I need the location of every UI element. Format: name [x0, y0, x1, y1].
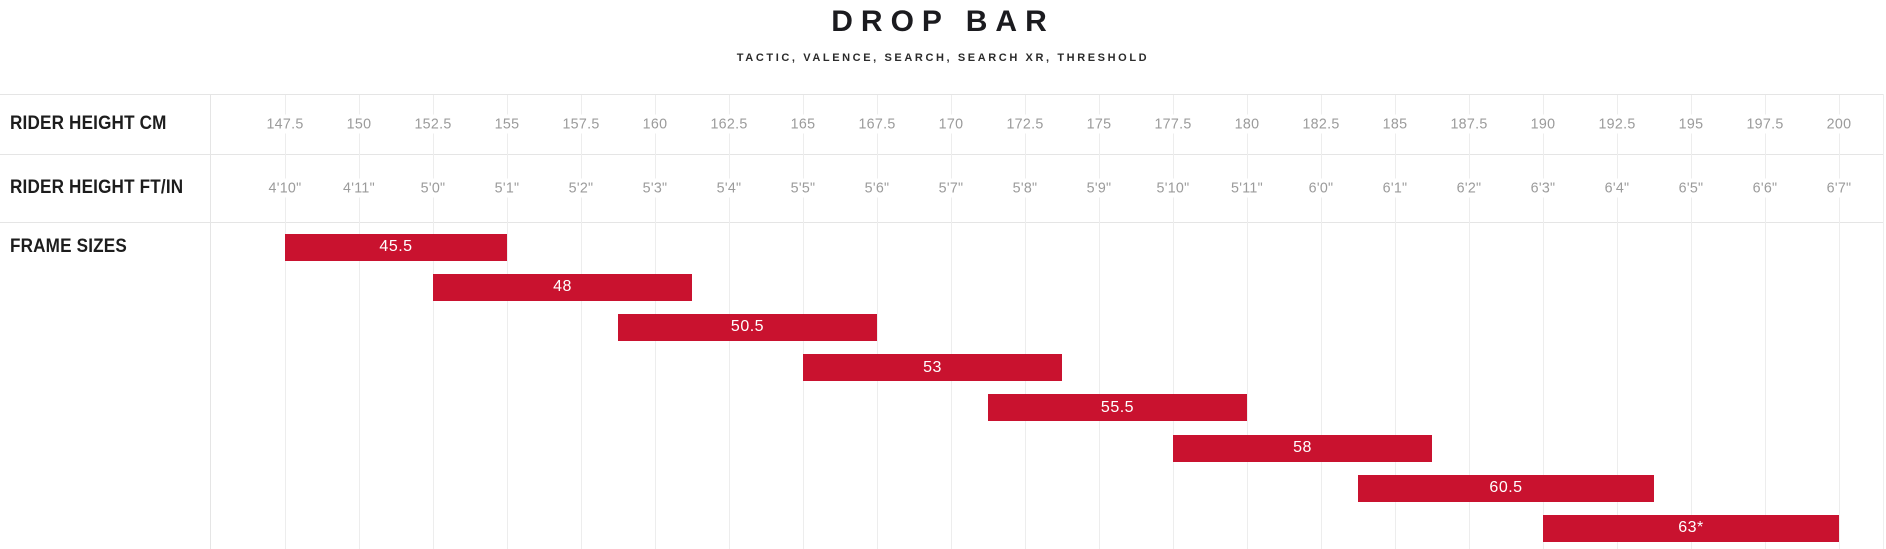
grid-line: [1839, 95, 1840, 549]
cm-tick-label: 175: [1082, 114, 1116, 134]
cm-tick-label: 152.5: [410, 114, 456, 134]
cm-tick-label: 167.5: [854, 114, 900, 134]
label-column-border: [210, 94, 211, 549]
ftin-tick-label: 6'2": [1452, 178, 1486, 198]
grid-line: [433, 95, 434, 549]
grid-line: [1025, 95, 1026, 549]
frame-size-bar: 48: [433, 273, 692, 301]
grid-line: [1691, 95, 1692, 549]
frame-size-bar-label: 53: [923, 358, 942, 376]
cm-tick-label: 200: [1822, 114, 1856, 134]
frame-size-bar: 58: [1173, 434, 1432, 462]
ftin-tick-label: 6'7": [1822, 178, 1856, 198]
cm-tick-label: 177.5: [1150, 114, 1196, 134]
ftin-tick-label: 6'6": [1748, 178, 1782, 198]
grid-line: [951, 95, 952, 549]
cm-tick-label: 172.5: [1002, 114, 1048, 134]
cm-tick-label: 192.5: [1594, 114, 1640, 134]
frame-size-bar-label: 63*: [1678, 519, 1704, 537]
cm-tick-label: 180: [1230, 114, 1264, 134]
ftin-tick-label: 4'11": [339, 178, 379, 198]
grid-line: [1099, 95, 1100, 549]
cm-tick-label: 162.5: [706, 114, 752, 134]
frame-size-bar-label: 50.5: [730, 318, 765, 336]
frame-size-bar: 45.5: [285, 233, 507, 261]
row-label-frame-sizes: FRAME SIZES: [10, 236, 127, 257]
frame-size-bar: 63*: [1543, 514, 1839, 542]
grid-line: [1395, 95, 1396, 549]
ftin-tick-label: 5'8": [1008, 178, 1042, 198]
cm-tick-label: 197.5: [1742, 114, 1788, 134]
grid-line: [1543, 95, 1544, 549]
ftin-tick-label: 5'10": [1152, 178, 1194, 198]
grid-line: [285, 95, 286, 549]
ftin-tick-label: 6'1": [1378, 178, 1412, 198]
grid-line: [877, 95, 878, 549]
frame-size-bar: 53: [803, 354, 1062, 382]
table-top-border: [0, 94, 1884, 95]
cm-tick-label: 190: [1526, 114, 1560, 134]
ftin-tick-label: 5'3": [638, 178, 672, 198]
row-label-rider-height-cm: RIDER HEIGHT CM: [10, 113, 167, 134]
cm-tick-label: 147.5: [262, 114, 308, 134]
frame-size-bar-label: 60.5: [1489, 479, 1523, 497]
cm-tick-label: 150: [342, 114, 376, 134]
grid-line: [1469, 95, 1470, 549]
cm-tick-label: 185: [1378, 114, 1412, 134]
cm-tick-label: 182.5: [1298, 114, 1344, 134]
ftin-tick-label: 4'10": [264, 178, 306, 198]
frame-size-bar-label: 55.5: [1100, 398, 1135, 416]
ftin-tick-label: 5'6": [860, 178, 894, 198]
row-label-rider-height-ftin: RIDER HEIGHT FT/IN: [10, 177, 184, 198]
cm-tick-label: 157.5: [558, 114, 604, 134]
frame-size-bar: 50.5: [618, 313, 877, 341]
cm-tick-label: 170: [934, 114, 968, 134]
grid-line: [1173, 95, 1174, 549]
ftin-tick-label: 5'1": [490, 178, 524, 198]
cm-tick-label: 155: [490, 114, 524, 134]
ftin-tick-label: 6'4": [1600, 178, 1634, 198]
ftin-tick-label: 6'0": [1304, 178, 1338, 198]
grid-line: [1617, 95, 1618, 549]
ftin-tick-label: 5'9": [1082, 178, 1116, 198]
cm-tick-label: 195: [1674, 114, 1708, 134]
ftin-tick-label: 5'2": [564, 178, 598, 198]
ftin-tick-label: 5'5": [786, 178, 820, 198]
row-separator-ftin-frames: [0, 222, 1884, 223]
cm-tick-label: 187.5: [1446, 114, 1492, 134]
frame-size-bar-label: 58: [1293, 439, 1312, 456]
frame-size-bar: 55.5: [988, 394, 1247, 422]
chart-subtitle: TACTIC, VALENCE, SEARCH, SEARCH XR, THRE…: [736, 52, 1150, 64]
ftin-tick-label: 5'11": [1227, 178, 1267, 198]
chart-header: DROP BAR TACTIC, VALENCE, SEARCH, SEARCH…: [0, 0, 1886, 64]
grid-line: [1321, 95, 1322, 549]
ftin-tick-label: 5'0": [416, 178, 450, 198]
frame-size-bar-label: 48: [553, 278, 572, 296]
ftin-tick-label: 5'4": [712, 178, 746, 198]
grid-line: [581, 95, 582, 549]
grid-line: [1247, 95, 1248, 549]
grid-line: [1765, 95, 1766, 549]
row-separator-cm-ftin: [0, 154, 1884, 155]
frame-size-bar: 60.5: [1358, 474, 1654, 502]
ftin-tick-label: 6'3": [1526, 178, 1560, 198]
frame-size-bar-label: 45.5: [379, 238, 413, 255]
ftin-tick-label: 6'5": [1674, 178, 1708, 198]
cm-tick-label: 165: [786, 114, 820, 134]
chart-title: DROP BAR: [831, 5, 1055, 38]
table-right-border: [1883, 94, 1884, 549]
grid-line: [507, 95, 508, 549]
grid-line: [359, 95, 360, 549]
cm-tick-label: 160: [638, 114, 672, 134]
ftin-tick-label: 5'7": [934, 178, 968, 198]
